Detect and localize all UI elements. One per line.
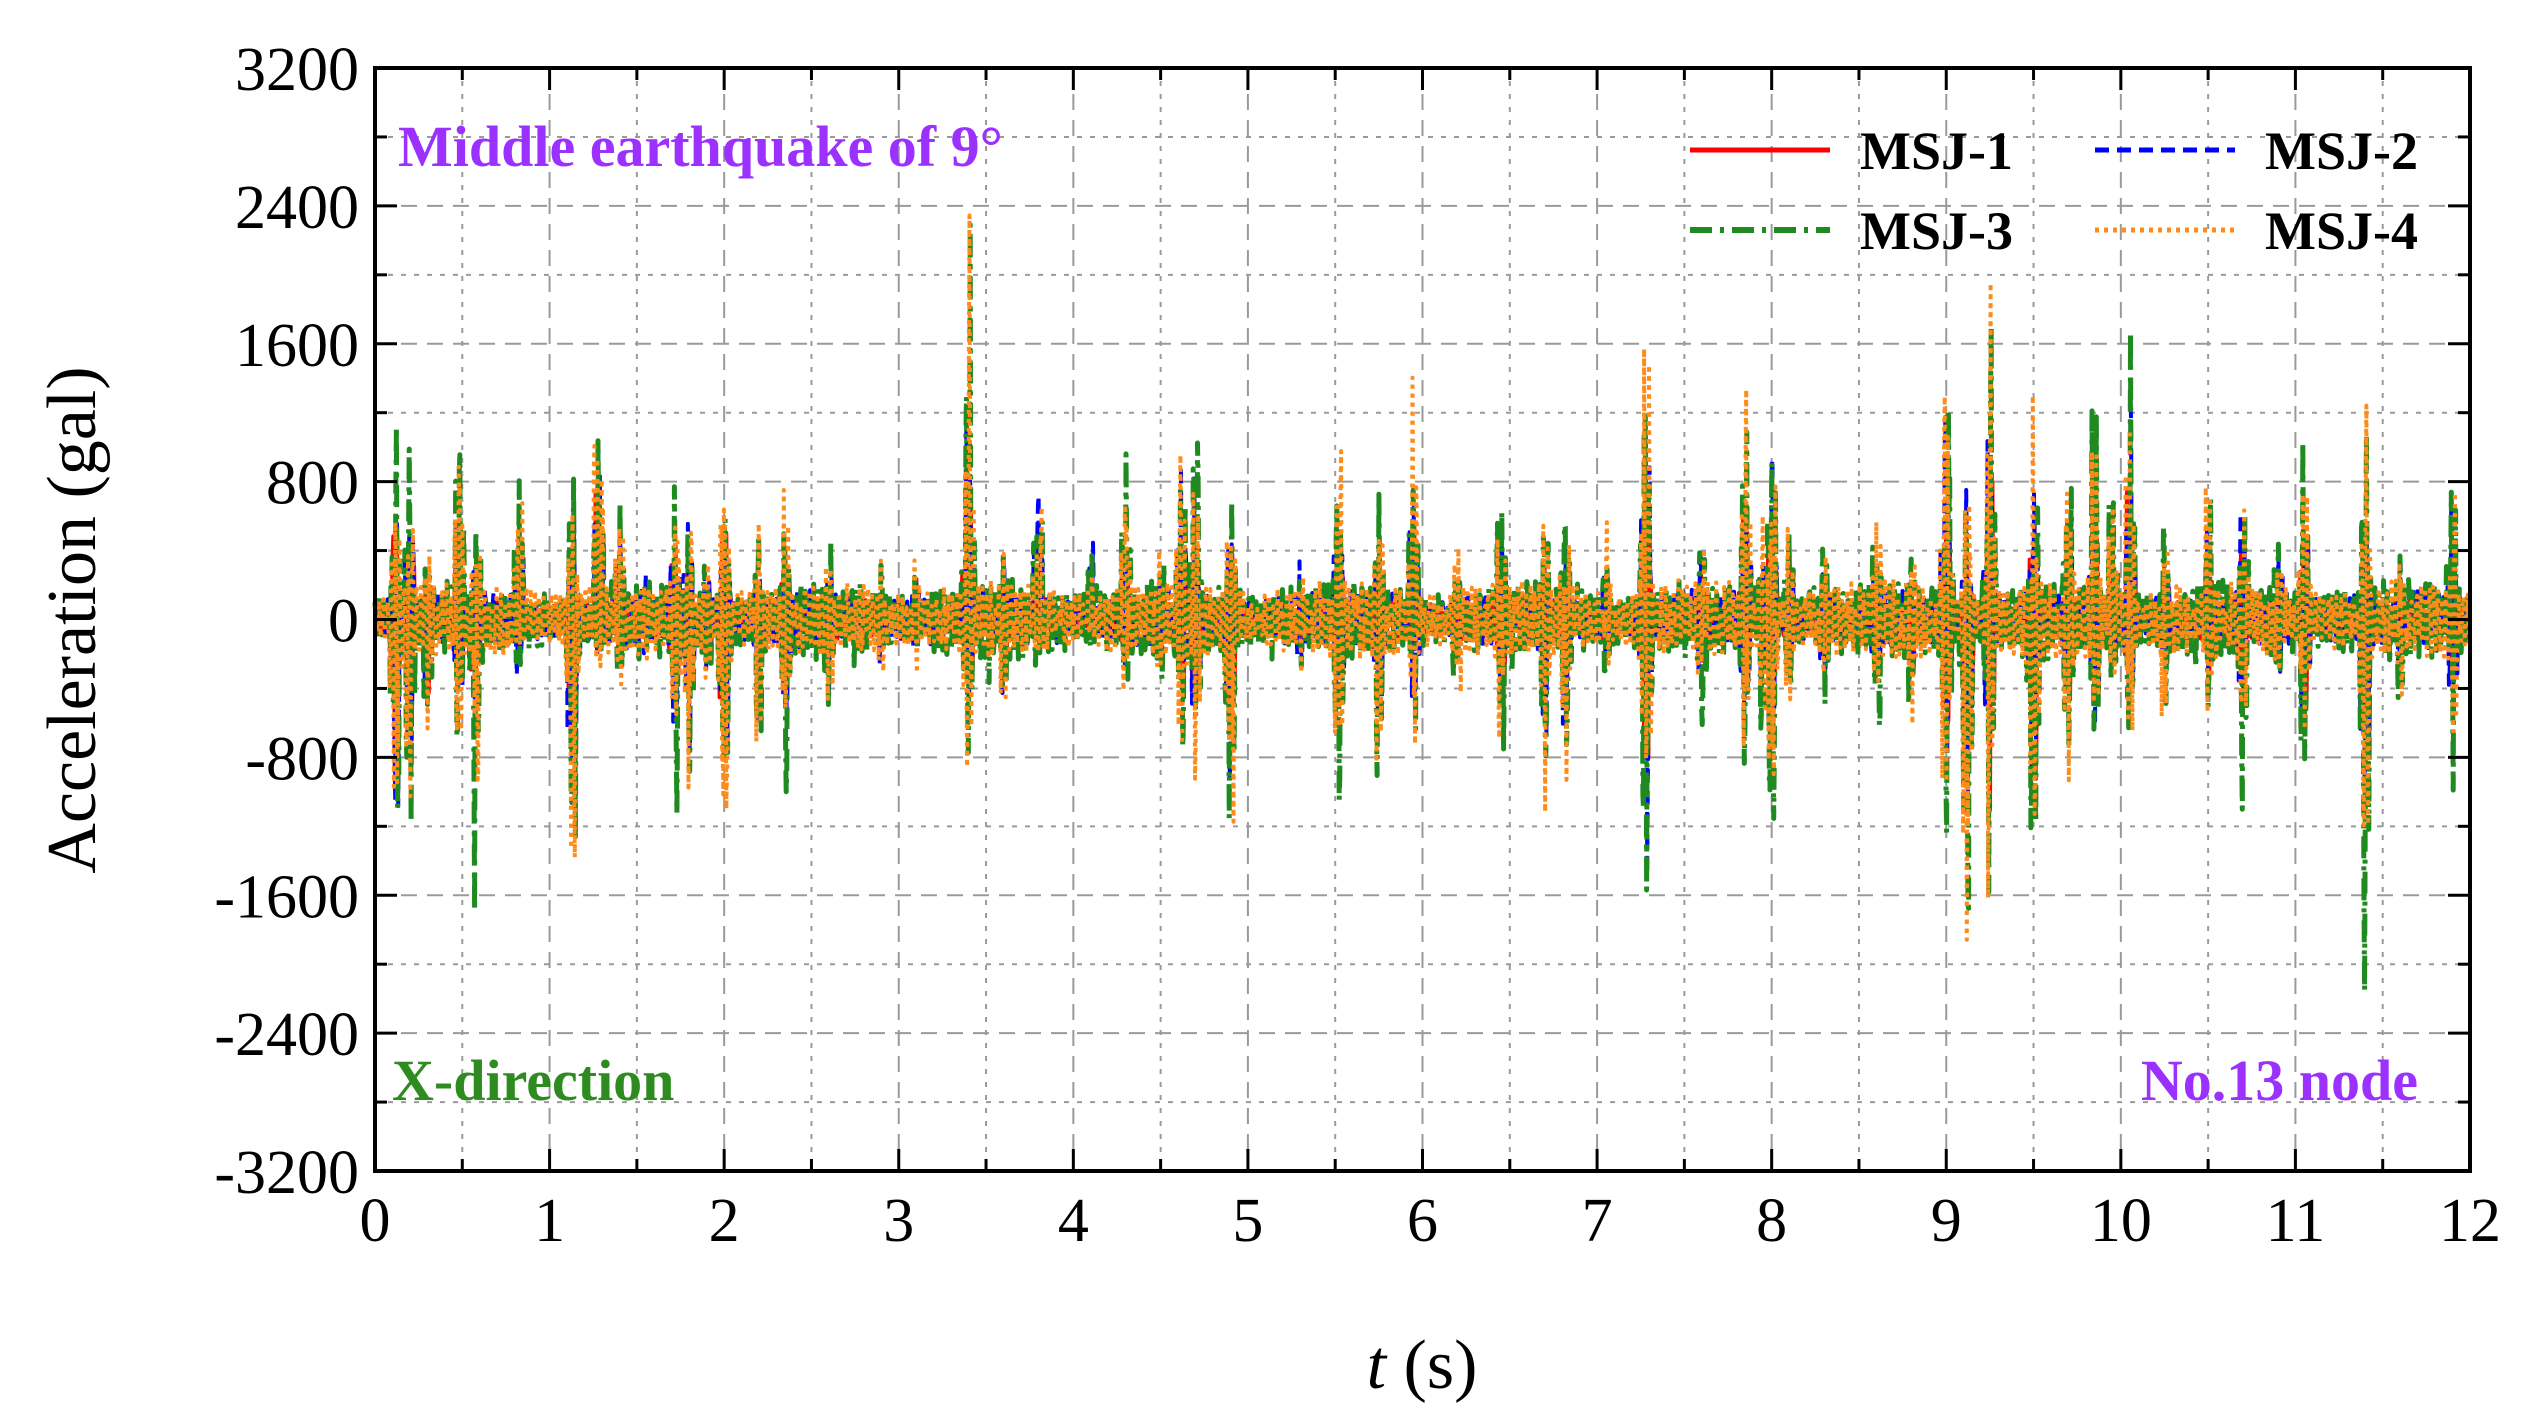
x-tick-label: 4: [1058, 1187, 1089, 1255]
legend-label-msj-1: MSJ-1: [1860, 121, 2013, 181]
grid-layer: [375, 68, 2470, 1171]
y-axis-title: Acceleration (gal): [34, 366, 111, 873]
x-tick-label: 0: [360, 1187, 391, 1255]
x-tick-label: 6: [1407, 1187, 1438, 1255]
tick-layer: [373, 66, 2472, 1173]
y-tick-label: 1600: [235, 312, 359, 380]
x-tick-label: 8: [1756, 1187, 1787, 1255]
y-tick-label: 0: [328, 588, 359, 656]
x-tick-label: 12: [2439, 1187, 2501, 1255]
tick-label-layer: 0 1 2 3 4 5 6 7 8 9 10 11 123200240016008000-800-160…: [214, 36, 2501, 1255]
x-tick-label: 10: [2090, 1187, 2152, 1255]
y-tick-label: 800: [266, 450, 359, 518]
legend-label-msj-4: MSJ-4: [2265, 201, 2418, 261]
y-tick-label: 3200: [235, 36, 359, 104]
x-tick-label: 9: [1931, 1187, 1962, 1255]
y-tick-label: -1600: [214, 863, 359, 931]
legend-label-msj-3: MSJ-3: [1860, 201, 2013, 261]
annotation-earthquake: Middle earthquake of 9°: [398, 114, 1003, 179]
series-layer: [372, 213, 2473, 994]
x-axis-title: t (s): [1367, 1327, 1478, 1404]
x-tick-label: 7: [1582, 1187, 1613, 1255]
x-tick-label: 5: [1232, 1187, 1263, 1255]
annotation-direction: X-direction: [392, 1048, 674, 1113]
legend: MSJ-1 MSJ-2 MSJ-3 MSJ-4: [1690, 121, 2418, 261]
annotation-node: No.13 node: [2141, 1048, 2418, 1113]
legend-label-msj-2: MSJ-2: [2265, 121, 2418, 181]
y-tick-label: -2400: [214, 1001, 359, 1069]
x-tick-label: 1: [534, 1187, 565, 1255]
y-tick-label: -3200: [214, 1139, 359, 1207]
x-tick-label: 2: [709, 1187, 740, 1255]
y-tick-label: -800: [245, 725, 359, 793]
x-axis-title-variable: t: [1367, 1327, 1388, 1404]
series-line-msj-4: [373, 213, 2472, 942]
y-tick-label: 2400: [235, 174, 359, 242]
x-tick-label: 3: [883, 1187, 914, 1255]
x-axis-title-unit: (s): [1386, 1327, 1477, 1404]
x-tick-label: 11: [2266, 1187, 2326, 1255]
